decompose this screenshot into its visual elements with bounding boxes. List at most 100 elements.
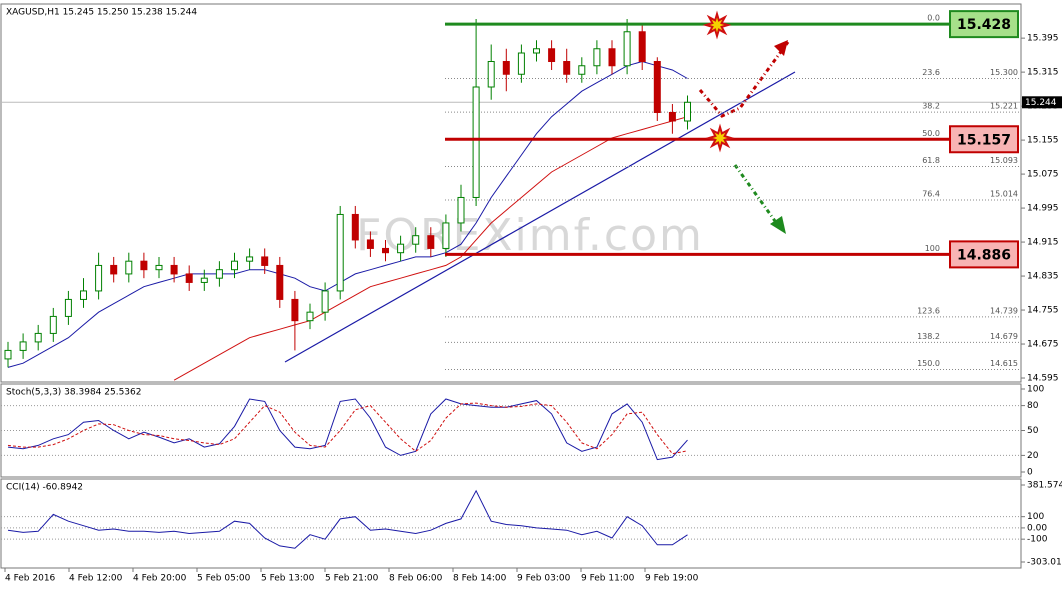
x-tick-label: 4 Feb 2016 — [5, 574, 56, 584]
candle-body — [291, 298, 299, 322]
candle-body — [351, 213, 359, 241]
chart-title: XAGUSD,H1 15.245 15.250 15.238 15.244 — [6, 8, 197, 18]
indicator-line — [7, 489, 688, 549]
y-tick-label: 80 — [1027, 401, 1039, 411]
x-tick-label: 4 Feb 20:00 — [133, 574, 187, 584]
indicator-line — [173, 116, 688, 381]
fib-ratio: 0.0 — [927, 14, 940, 23]
x-tick-label: 9 Feb 03:00 — [517, 574, 571, 584]
candle-body — [110, 264, 118, 275]
candle-body — [442, 222, 450, 249]
fib-ratio: 50.0 — [922, 129, 940, 138]
level-label: 14.886 — [957, 247, 1011, 263]
stoch-title: Stoch(5,3,3) 38.3984 25.5362 — [6, 388, 141, 398]
x-tick-label: 5 Feb 13:00 — [261, 574, 315, 584]
x-tick-label: 5 Feb 21:00 — [325, 574, 379, 584]
current-price-box — [1022, 96, 1062, 109]
y-tick-label: 100 — [1027, 512, 1044, 522]
y-tick-label: -100 — [1027, 535, 1048, 545]
candle-body — [200, 277, 208, 283]
candle-body — [366, 239, 374, 249]
x-tick-label: 4 Feb 12:00 — [69, 574, 123, 584]
candle-body — [261, 256, 269, 266]
fib-price: 14.615 — [990, 359, 1018, 368]
y-tick-label: 14.835 — [1027, 272, 1059, 282]
y-tick-label: 14.675 — [1027, 340, 1059, 350]
candle-body — [487, 61, 495, 88]
y-tick-label: -303.0129 — [1027, 558, 1062, 568]
candle-body — [125, 260, 133, 275]
fib-price: 14.739 — [990, 306, 1018, 315]
y-tick-label: 15.395 — [1027, 34, 1059, 44]
candle-body — [276, 264, 284, 300]
candle-body — [472, 86, 480, 198]
candle-body — [4, 349, 12, 360]
signal-star — [702, 10, 732, 40]
y-tick-label: 14.755 — [1027, 306, 1059, 316]
candle-body — [170, 264, 178, 275]
cci-title: CCI(14) -60.8942 — [6, 483, 83, 493]
candle-body — [608, 48, 616, 67]
x-tick-label: 8 Feb 14:00 — [453, 574, 507, 584]
y-tick-label: 50 — [1027, 426, 1039, 436]
fib-ratio: 23.6 — [922, 68, 940, 77]
fib-ratio: 100 — [925, 244, 940, 253]
y-tick-label: 14.595 — [1027, 374, 1059, 384]
bear-arrow — [733, 164, 782, 229]
candle-body — [215, 269, 223, 279]
candle-body — [306, 311, 314, 322]
y-tick-label: 15.155 — [1027, 136, 1059, 146]
level-box — [949, 240, 1019, 269]
candle-body — [34, 332, 42, 343]
candle-body — [548, 48, 556, 63]
candle-body — [653, 61, 661, 113]
y-tick-label: 20 — [1027, 451, 1039, 461]
candle-body — [502, 61, 510, 75]
x-tick-label: 9 Feb 19:00 — [645, 574, 699, 584]
candle-body — [517, 52, 525, 75]
fib-price: 15.300 — [990, 68, 1018, 77]
y-tick-label: 381.5743 — [1027, 481, 1062, 491]
x-tick-label: 8 Feb 06:00 — [389, 574, 443, 584]
candle-body — [623, 31, 631, 67]
candle-body — [457, 196, 465, 224]
candle-body — [578, 65, 586, 75]
y-tick-label: 100 — [1027, 385, 1044, 395]
indicator-line — [7, 60, 688, 368]
x-tick-label: 9 Feb 11:00 — [581, 574, 635, 584]
candle-body — [80, 290, 87, 300]
y-tick-label: 15.075 — [1027, 170, 1059, 180]
level-box — [949, 125, 1019, 154]
fib-ratio: 61.8 — [922, 156, 940, 165]
candle-body — [638, 31, 646, 63]
bull-arrow — [698, 41, 790, 118]
fib-ratio: 38.2 — [922, 102, 940, 111]
candle-body — [427, 235, 435, 249]
fib-ratio: 76.4 — [922, 190, 940, 199]
candle-body — [185, 273, 193, 283]
fib-price: 15.221 — [990, 102, 1018, 111]
fib-price: 15.014 — [990, 190, 1018, 199]
candle-body — [336, 213, 344, 292]
candle-body — [64, 298, 72, 317]
y-tick-label: 0 — [1027, 468, 1033, 478]
candle-body — [593, 48, 601, 67]
indicator-line — [7, 398, 688, 461]
y-tick-label: 14.915 — [1027, 238, 1059, 248]
cci-panel — [0, 478, 1022, 569]
candle-body — [397, 243, 405, 254]
candle-body — [49, 315, 57, 334]
bear-arrowhead — [770, 216, 786, 234]
level-label: 15.157 — [957, 132, 1011, 148]
level-box — [949, 10, 1019, 39]
y-tick-label: 0.00 — [1027, 523, 1047, 533]
candle-body — [19, 341, 27, 351]
candle-body — [382, 247, 389, 254]
y-tick-label: 15.315 — [1027, 68, 1059, 78]
candle-body — [563, 61, 571, 75]
current-price-label: 15.244 — [1025, 98, 1057, 108]
candle-body — [321, 290, 329, 313]
